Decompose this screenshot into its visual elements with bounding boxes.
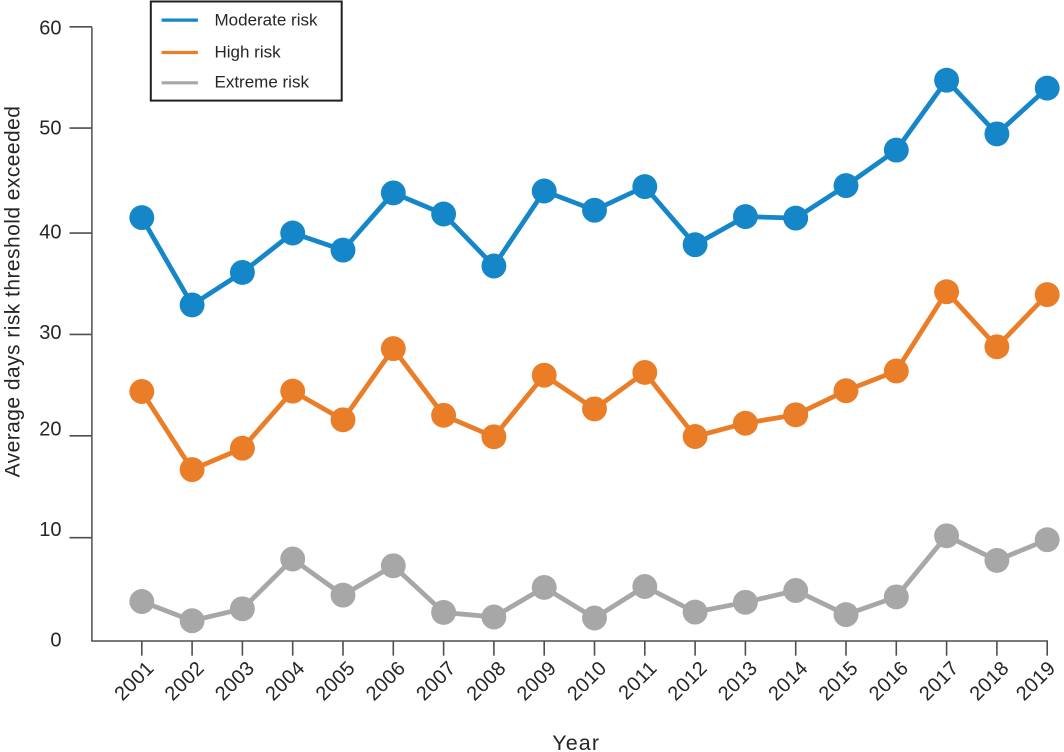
svg-text:2011: 2011 bbox=[615, 657, 662, 704]
svg-text:0: 0 bbox=[50, 630, 61, 652]
svg-text:2010: 2010 bbox=[563, 657, 611, 705]
svg-text:2001: 2001 bbox=[110, 657, 158, 705]
svg-text:2018: 2018 bbox=[966, 657, 1014, 705]
svg-text:2017: 2017 bbox=[915, 657, 963, 705]
svg-text:Year: Year bbox=[552, 731, 600, 752]
svg-text:2013: 2013 bbox=[714, 657, 762, 705]
svg-text:2015: 2015 bbox=[815, 657, 863, 705]
svg-text:2002: 2002 bbox=[161, 657, 209, 705]
svg-text:2008: 2008 bbox=[463, 657, 511, 705]
svg-text:2012: 2012 bbox=[664, 657, 712, 705]
svg-text:50: 50 bbox=[39, 118, 61, 140]
svg-text:2007: 2007 bbox=[412, 657, 460, 705]
svg-text:2016: 2016 bbox=[865, 657, 913, 705]
svg-text:Moderate risk: Moderate risk bbox=[215, 11, 318, 30]
svg-text:60: 60 bbox=[39, 18, 61, 40]
svg-text:2005: 2005 bbox=[312, 657, 360, 705]
svg-text:2019: 2019 bbox=[1012, 657, 1060, 705]
svg-text:40: 40 bbox=[39, 222, 61, 244]
svg-text:2004: 2004 bbox=[261, 657, 309, 705]
svg-text:2003: 2003 bbox=[211, 657, 259, 705]
svg-text:20: 20 bbox=[39, 418, 61, 440]
svg-text:10: 10 bbox=[39, 519, 61, 541]
svg-text:2014: 2014 bbox=[764, 657, 812, 705]
svg-text:2009: 2009 bbox=[513, 657, 561, 705]
svg-text:High risk: High risk bbox=[215, 43, 282, 62]
svg-text:Average days risk threshold ex: Average days risk threshold exceeded bbox=[2, 106, 25, 478]
svg-text:30: 30 bbox=[39, 322, 61, 344]
svg-text:Extreme risk: Extreme risk bbox=[215, 73, 310, 92]
svg-text:2006: 2006 bbox=[362, 657, 410, 705]
